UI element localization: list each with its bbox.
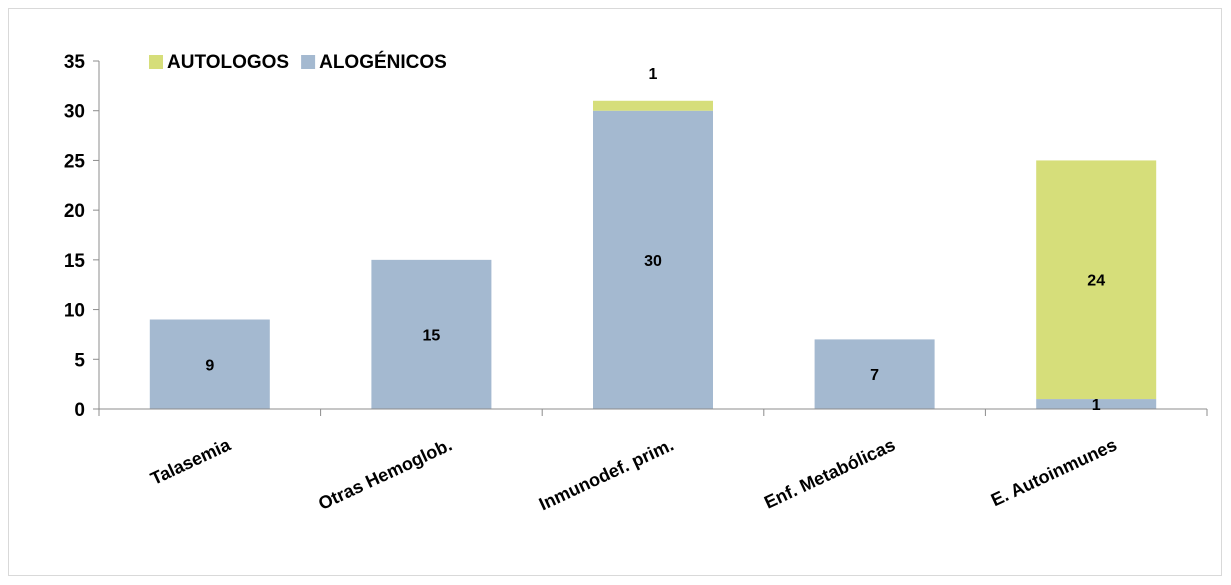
- data-label-e-autoinmunes-alogenicos: 1: [1092, 397, 1101, 414]
- y-tick-label: 30: [64, 102, 85, 123]
- data-label-talasemia-alogenicos: 9: [205, 357, 214, 374]
- legend-label-autologos: AUTOLOGOS: [167, 52, 289, 73]
- data-label-inmunodef-prim-alogenicos: 30: [644, 253, 662, 270]
- data-label-enf-metabolicas-alogenicos: 7: [870, 367, 879, 384]
- legend-swatch-alogenicos: [301, 55, 316, 69]
- bar-enf-metabolicas-alogenicos: [814, 339, 935, 409]
- labels-layer: 9 15 30 1 7 1 24: [205, 66, 1105, 414]
- category-label-enf-metabolicas: Enf. Metabólicas: [761, 434, 898, 512]
- bar-e-autoinmunes-autologos: [1036, 160, 1157, 400]
- bar-otras-hemoglob-alogenicos: [371, 259, 492, 409]
- y-tick-label: 0: [74, 400, 85, 421]
- category-label-otras-hemoglob: Otras Hemoglob.: [315, 434, 455, 513]
- legend-label-alogenicos: ALOGÉNICOS: [319, 51, 447, 73]
- category-label-e-autoinmunes: E. Autoinmunes: [988, 434, 1120, 510]
- y-tick-label: 10: [64, 301, 85, 322]
- bar-e-autoinmunes-alogenicos: [1036, 399, 1157, 409]
- y-tick-label: 5: [74, 350, 85, 371]
- y-tick-label: 15: [64, 251, 86, 272]
- legend: AUTOLOGOS ALOGÉNICOS: [149, 51, 447, 73]
- chart-frame: 0 5 10 15 20 25 30 35 Talasemia Otras Hemoglob. In…: [8, 8, 1222, 576]
- data-label-e-autoinmunes-autologos: 24: [1087, 273, 1105, 290]
- legend-swatch-autologos: [149, 55, 163, 69]
- y-tick-label: 20: [64, 201, 85, 222]
- y-tick-label: 35: [64, 52, 86, 73]
- stacked-bar-chart: 0 5 10 15 20 25 30 35 Talasemia Otras Hemoglob. In…: [64, 51, 1208, 514]
- category-label-talasemia: Talasemia: [147, 434, 234, 489]
- bars-layer: [149, 100, 1157, 409]
- y-tick-label: 25: [64, 151, 86, 172]
- data-label-inmunodef-prim-autologos: 1: [649, 66, 658, 83]
- bar-inmunodef-prim-autologos: [593, 100, 713, 111]
- bar-inmunodef-prim-alogenicos: [593, 110, 713, 409]
- category-label-inmunodef-prim: Inmunodef. prim.: [536, 434, 677, 514]
- bar-talasemia-alogenicos: [149, 319, 270, 409]
- data-label-otras-hemoglob-alogenicos: 15: [423, 327, 441, 344]
